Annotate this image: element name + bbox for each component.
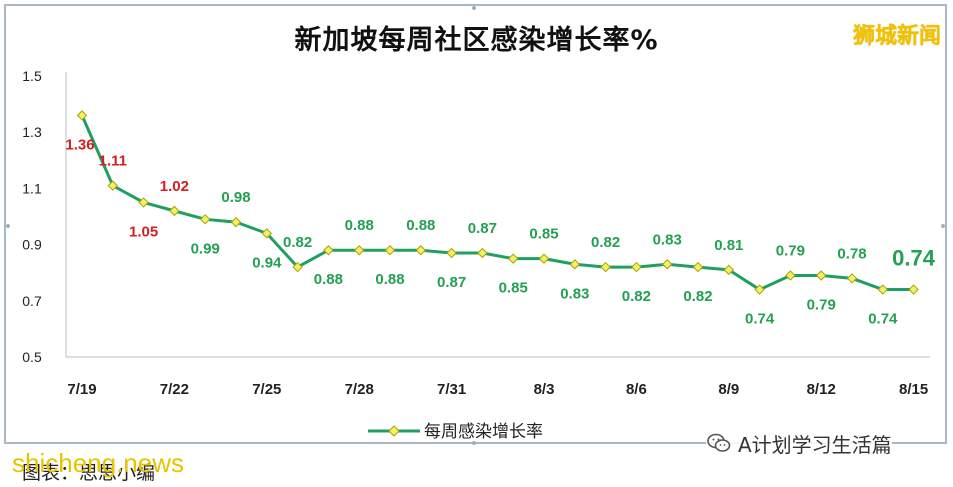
data-point xyxy=(661,259,673,270)
data-label: 0.78 xyxy=(837,245,866,262)
series-line xyxy=(80,114,914,292)
highlight-data-label: 0.74 xyxy=(892,246,936,271)
data-label: 0.82 xyxy=(591,234,620,251)
data-label: 0.85 xyxy=(529,226,558,243)
chart-caption: 图表：思思小编 xyxy=(22,462,156,484)
data-label: 0.88 xyxy=(345,217,374,234)
data-label: 0.99 xyxy=(191,240,220,257)
data-point xyxy=(569,259,581,270)
data-point xyxy=(600,261,611,273)
y-tick-label: 1.5 xyxy=(22,68,42,84)
wechat-icon xyxy=(707,433,731,452)
x-tick-label: 8/12 xyxy=(807,381,836,398)
data-point xyxy=(138,197,149,208)
data-label: 0.74 xyxy=(745,311,775,328)
chart-frame xyxy=(4,4,947,444)
frame-handle xyxy=(6,224,10,228)
data-label: 0.79 xyxy=(776,243,805,260)
data-point xyxy=(631,261,642,273)
legend-marker xyxy=(388,425,400,437)
data-point xyxy=(292,261,303,273)
data-point xyxy=(785,270,796,281)
data-label: 0.83 xyxy=(653,231,682,248)
data-label: 0.88 xyxy=(406,217,435,234)
data-point xyxy=(908,284,919,295)
wechat-account-tag: A计划学习生活篇 xyxy=(706,430,892,457)
data-point xyxy=(692,261,704,273)
data-label: 0.87 xyxy=(468,220,497,237)
y-tick-label: 1.1 xyxy=(22,180,42,196)
data-point xyxy=(415,245,427,256)
frame-handle xyxy=(472,6,476,10)
data-label: 1.11 xyxy=(99,153,127,170)
x-tick-label: 7/28 xyxy=(345,381,374,398)
data-point xyxy=(754,284,765,295)
data-point xyxy=(723,264,735,276)
site-watermark: shicheng.news xyxy=(12,448,184,478)
x-tick-label: 8/3 xyxy=(534,381,555,398)
data-label: 1.02 xyxy=(160,178,189,195)
data-label: 1.36 xyxy=(65,136,94,153)
wechat-account-name: A计划学习生活篇 xyxy=(738,432,892,457)
data-point xyxy=(446,247,457,259)
y-tick-label: 0.5 xyxy=(22,349,42,365)
y-tick-label: 1.3 xyxy=(22,124,42,140)
data-point xyxy=(199,214,211,225)
data-label: 0.87 xyxy=(437,274,466,291)
data-point xyxy=(323,245,334,256)
data-point xyxy=(538,253,550,264)
data-point xyxy=(76,110,88,121)
x-tick-label: 7/19 xyxy=(67,381,96,398)
data-label: 0.81 xyxy=(714,237,743,254)
data-label: 0.79 xyxy=(807,297,836,314)
data-point xyxy=(261,228,273,239)
data-label: 1.05 xyxy=(129,223,158,240)
data-point xyxy=(107,180,119,191)
chart-title: 新加坡每周社区感染增长率% xyxy=(294,25,659,56)
data-label: 0.88 xyxy=(314,271,343,288)
x-tick-label: 8/9 xyxy=(718,381,739,398)
data-point xyxy=(877,284,889,295)
data-label: 0.98 xyxy=(221,189,250,206)
data-label: 0.83 xyxy=(560,285,589,302)
x-tick-label: 8/6 xyxy=(626,381,647,398)
data-point xyxy=(477,247,488,259)
data-point xyxy=(353,245,365,256)
x-tick-label: 7/22 xyxy=(160,381,189,398)
legend-label: 每周感染增长率 xyxy=(424,422,543,442)
frame-handle xyxy=(472,441,476,445)
y-tick-label: 0.9 xyxy=(22,237,42,253)
brand-logo-text: 狮城新闻 xyxy=(852,24,941,49)
data-label: 0.82 xyxy=(683,288,712,305)
data-point xyxy=(384,245,396,256)
y-tick-label: 0.7 xyxy=(22,293,42,309)
data-label: 0.85 xyxy=(499,280,528,297)
data-point xyxy=(507,253,519,264)
data-label: 0.88 xyxy=(375,271,404,288)
x-tick-label: 8/15 xyxy=(899,381,928,398)
data-label: 0.82 xyxy=(622,288,651,305)
data-label: 0.82 xyxy=(283,234,312,251)
x-tick-label: 7/25 xyxy=(252,381,281,398)
data-point xyxy=(815,270,827,281)
data-point xyxy=(846,273,858,284)
data-label: 0.74 xyxy=(868,311,898,328)
x-tick-label: 7/31 xyxy=(437,381,466,398)
data-point xyxy=(230,216,242,228)
frame-handle xyxy=(941,224,945,228)
data-point xyxy=(169,205,180,217)
data-label: 0.94 xyxy=(252,254,282,271)
